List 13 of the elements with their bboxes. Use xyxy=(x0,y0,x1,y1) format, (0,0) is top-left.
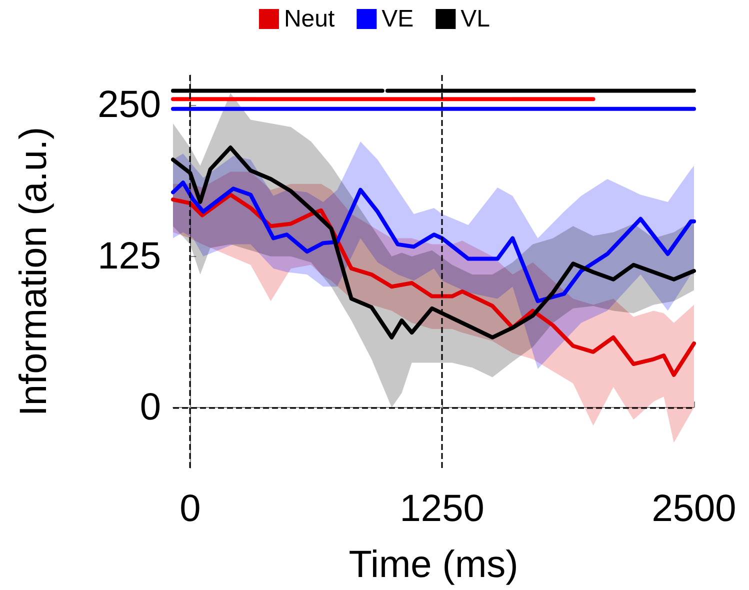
x-tick-label: 1250 xyxy=(400,488,484,530)
legend-label: VL xyxy=(460,6,490,32)
x-axis-title: Time (ms) xyxy=(348,544,518,586)
y-tick-label: 250 xyxy=(98,84,161,126)
y-axis-title: Information (a.u.) xyxy=(13,126,55,416)
y-tick-label: 0 xyxy=(140,386,161,429)
line-series xyxy=(171,180,696,304)
line-series xyxy=(171,192,696,377)
y-tick-label: 125 xyxy=(98,235,161,278)
x-tick-label: 2500 xyxy=(652,488,736,530)
legend-label: Neut xyxy=(284,6,335,32)
x-tick-label: 0 xyxy=(180,488,201,530)
legend-label: VE xyxy=(382,6,414,32)
